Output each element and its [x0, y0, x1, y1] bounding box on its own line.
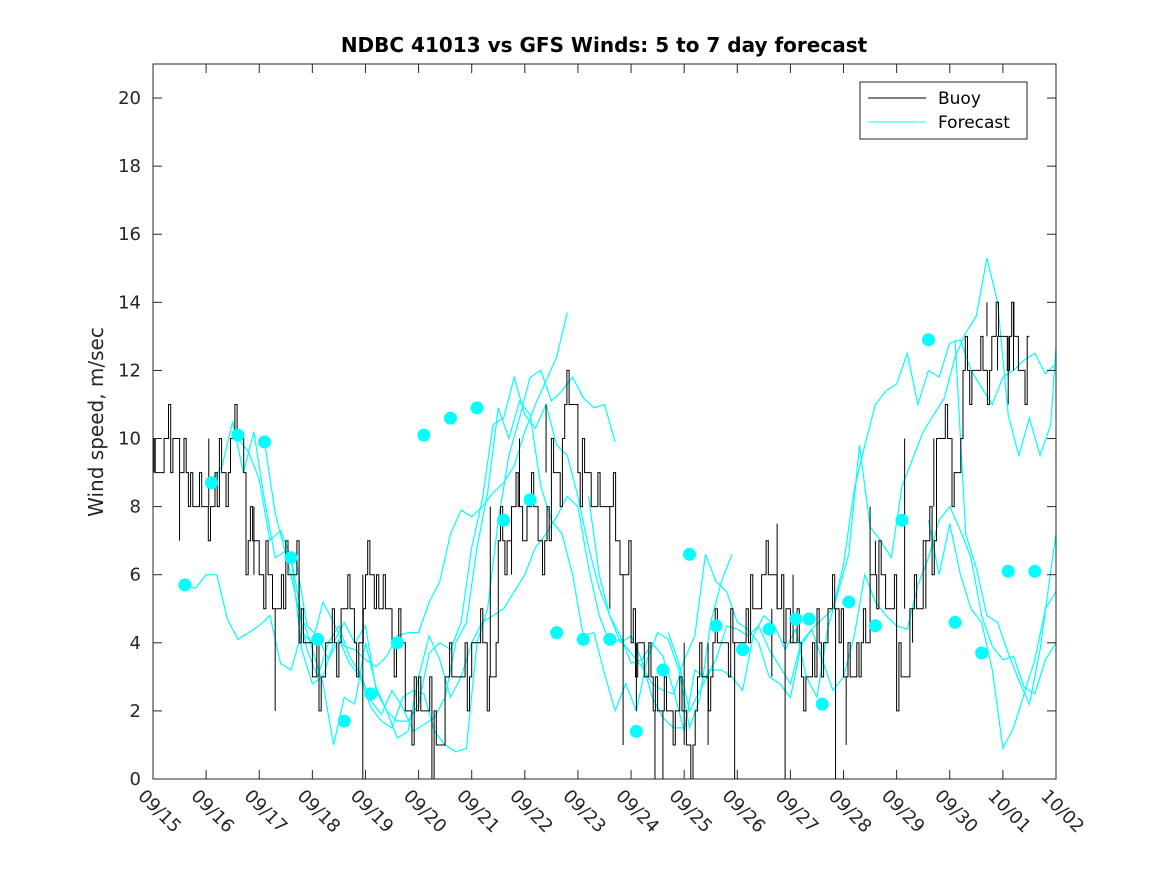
forecast-marker: [231, 428, 245, 442]
forecast-marker: [895, 513, 909, 527]
forecast-marker: [656, 663, 670, 677]
forecast-line: [927, 520, 1057, 751]
y-tick-label: 2: [130, 701, 141, 722]
chart-title: NDBC 41013 vs GFS Winds: 5 to 7 day fore…: [341, 33, 868, 57]
forecast-marker: [736, 643, 750, 657]
forecast-line: [954, 339, 1057, 707]
y-tick-label: 20: [118, 88, 141, 109]
y-tick-label: 0: [130, 769, 141, 790]
forecast-marker: [576, 632, 590, 646]
forecast-marker: [470, 401, 484, 415]
forecast-marker: [497, 513, 511, 527]
forecast-marker: [1028, 564, 1042, 578]
legend-forecast-label: Forecast: [938, 113, 1010, 133]
forecast-marker: [789, 612, 803, 626]
forecast-marker: [922, 333, 936, 347]
forecast-marker: [1001, 564, 1015, 578]
y-tick-label: 4: [130, 633, 141, 654]
forecast-marker: [948, 615, 962, 629]
legend: Buoy Forecast: [859, 81, 1028, 140]
forecast-marker: [868, 619, 882, 633]
y-axis-label: Wind speed, m/sec: [84, 327, 108, 517]
legend-box: [859, 81, 1028, 140]
forecast-marker: [417, 428, 431, 442]
forecast-marker: [682, 547, 696, 561]
forecast-markers: [178, 333, 1042, 738]
forecast-marker: [523, 493, 537, 507]
forecast-marker: [709, 619, 723, 633]
buoy-layer: [153, 301, 1030, 780]
plot-frame: [152, 63, 1057, 780]
y-axis: 0 2 4 6 8 10 12 14 16 18 20: [118, 88, 1056, 790]
forecast-marker: [842, 595, 856, 609]
forecast-marker: [802, 612, 816, 626]
y-tick-label: 6: [130, 565, 141, 586]
forecast-line: [210, 369, 616, 753]
forecast-line: [263, 399, 733, 733]
y-tick-label: 16: [118, 224, 141, 245]
forecast-marker: [178, 578, 192, 592]
forecast-line: [184, 312, 568, 671]
forecast-marker: [284, 551, 298, 565]
forecast-marker: [390, 636, 404, 650]
forecast-marker: [337, 714, 351, 728]
forecast-marker: [550, 626, 564, 640]
y-tick-label: 12: [118, 360, 141, 381]
y-tick-label: 8: [130, 497, 141, 518]
forecast-marker: [629, 724, 643, 738]
forecast-marker: [204, 476, 218, 490]
forecast-marker: [975, 646, 989, 660]
forecast-marker: [258, 435, 272, 449]
y-tick-label: 18: [118, 156, 141, 177]
legend-buoy-label: Buoy: [938, 89, 981, 109]
forecast-marker: [311, 632, 325, 646]
plot-area: [153, 257, 1057, 780]
y-tick-label: 14: [118, 292, 141, 313]
forecast-marker: [443, 411, 457, 425]
forecast-line: [667, 257, 1057, 713]
forecast-marker: [815, 697, 829, 711]
forecast-marker: [364, 687, 378, 701]
y-tick-label: 10: [118, 429, 141, 450]
forecast-marker: [603, 632, 617, 646]
forecast-marker: [762, 622, 776, 636]
